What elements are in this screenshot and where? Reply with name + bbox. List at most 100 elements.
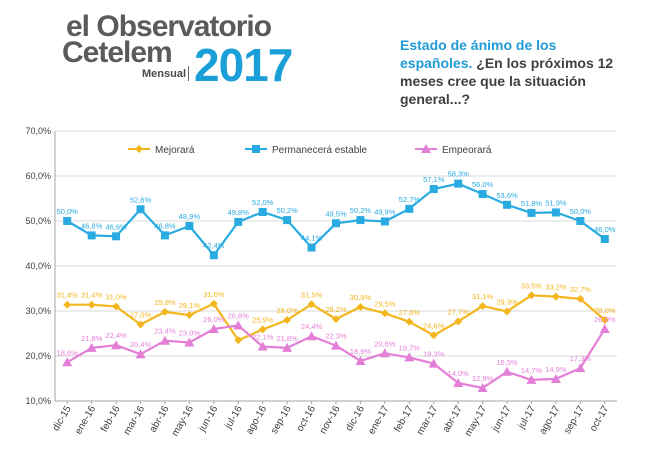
data-point <box>599 324 610 333</box>
data-point <box>356 216 365 225</box>
data-label: 20,6% <box>374 339 396 348</box>
x-tick-label: dic-15 <box>51 404 74 433</box>
data-label: 31,1% <box>472 292 494 301</box>
x-tick-label: jul-17 <box>516 404 538 432</box>
data-point <box>356 302 365 311</box>
data-label: 50,2% <box>276 206 298 215</box>
data-point <box>258 208 267 216</box>
data-label: 49,5% <box>325 209 347 218</box>
data-label: 46,0% <box>594 225 616 234</box>
x-tick-label: sep-17 <box>562 404 587 436</box>
data-point <box>404 352 415 362</box>
data-label: 29,9% <box>496 297 518 306</box>
y-tick-label: 20,0% <box>25 351 51 361</box>
data-label: 29,1% <box>179 301 201 310</box>
legend-marker <box>252 145 260 153</box>
data-label: 50,0% <box>57 207 79 216</box>
data-point <box>550 373 561 383</box>
chart-question: Estado de ánimo de los españoles. ¿En lo… <box>400 36 630 108</box>
data-point <box>379 348 390 358</box>
data-point <box>87 300 96 309</box>
x-tick-label: mar-16 <box>122 404 148 437</box>
data-point <box>331 340 341 350</box>
data-point <box>87 231 96 240</box>
data-point <box>185 311 194 320</box>
data-point <box>307 300 316 309</box>
data-label: 51,8% <box>521 199 543 208</box>
data-label: 33,5% <box>521 281 543 290</box>
data-label: 49,8% <box>228 208 250 217</box>
data-point <box>429 331 438 340</box>
data-point <box>502 366 513 376</box>
data-point <box>405 204 414 213</box>
data-label: 25,9% <box>252 315 274 324</box>
data-point <box>551 208 560 217</box>
y-tick-label: 70,0% <box>25 126 51 136</box>
data-point <box>477 382 488 392</box>
x-tick-label: ene-17 <box>366 404 391 437</box>
data-label: 14,7% <box>521 366 543 375</box>
observatorio-cetelem-logo: el Observatorio Cetelem Mensual 2017 <box>58 8 308 91</box>
x-tick-label: oct-16 <box>295 404 319 434</box>
x-tick-label: may-16 <box>170 404 196 439</box>
data-label: 14,9% <box>545 365 567 374</box>
logo-sub: Mensual <box>142 68 187 80</box>
data-label: 52,7% <box>399 195 421 204</box>
data-point <box>453 378 464 387</box>
data-label: 26,0% <box>203 315 225 324</box>
data-label: 29,5% <box>374 299 396 308</box>
x-tick-label: sep-16 <box>269 404 294 436</box>
data-label: 52,0% <box>252 198 274 207</box>
data-point <box>136 205 145 214</box>
data-label: 46,8% <box>154 221 176 230</box>
data-label: 18,6% <box>57 348 79 357</box>
logo-line2: Cetelem <box>62 36 173 69</box>
data-label: 49,9% <box>374 207 396 216</box>
x-tick-label: jun-17 <box>490 404 514 435</box>
data-point <box>355 355 366 365</box>
data-point <box>283 216 292 225</box>
y-tick-label: 30,0% <box>25 306 51 316</box>
y-tick-label: 10,0% <box>25 396 51 406</box>
logo-line1: el Observatorio <box>66 10 272 43</box>
data-label: 53,6% <box>496 191 518 200</box>
data-label: 31,6% <box>203 290 225 299</box>
legend-marker <box>421 144 431 153</box>
data-point <box>185 221 194 230</box>
x-tick-label: jun-16 <box>196 404 220 435</box>
data-point <box>209 299 218 308</box>
data-point <box>306 331 317 341</box>
data-point <box>600 316 609 324</box>
data-point <box>526 374 537 384</box>
data-label: 32,7% <box>570 285 592 294</box>
data-point <box>454 179 463 188</box>
data-point <box>527 291 536 300</box>
data-point <box>111 340 122 350</box>
data-label: 42,4% <box>203 241 225 250</box>
data-point <box>257 341 268 351</box>
data-point <box>332 315 340 324</box>
data-point <box>209 251 218 260</box>
data-point <box>159 335 170 345</box>
data-label: 48,9% <box>179 212 201 221</box>
data-label: 24,6% <box>423 321 445 330</box>
data-label: 16,5% <box>496 358 518 367</box>
data-point <box>575 363 586 373</box>
data-label: 31,0% <box>105 293 127 302</box>
data-label: 17,3% <box>570 354 592 363</box>
data-point <box>258 325 267 334</box>
data-point <box>283 316 292 324</box>
data-point <box>184 337 195 347</box>
data-point <box>208 324 219 333</box>
x-tick-label: feb-17 <box>392 404 416 434</box>
question-highlight: Estado de ánimo de los españoles. <box>400 37 557 71</box>
x-tick-label: oct-17 <box>588 404 612 434</box>
x-tick-label: may-17 <box>463 404 489 439</box>
data-label: 57,1% <box>423 175 445 184</box>
x-tick-label: mar-17 <box>415 404 441 437</box>
data-label: 22,4% <box>105 331 127 340</box>
data-point <box>454 317 463 326</box>
data-label: 44,1% <box>301 234 323 243</box>
data-label: 27,6% <box>399 308 421 317</box>
x-tick-label: abr-17 <box>441 404 465 435</box>
